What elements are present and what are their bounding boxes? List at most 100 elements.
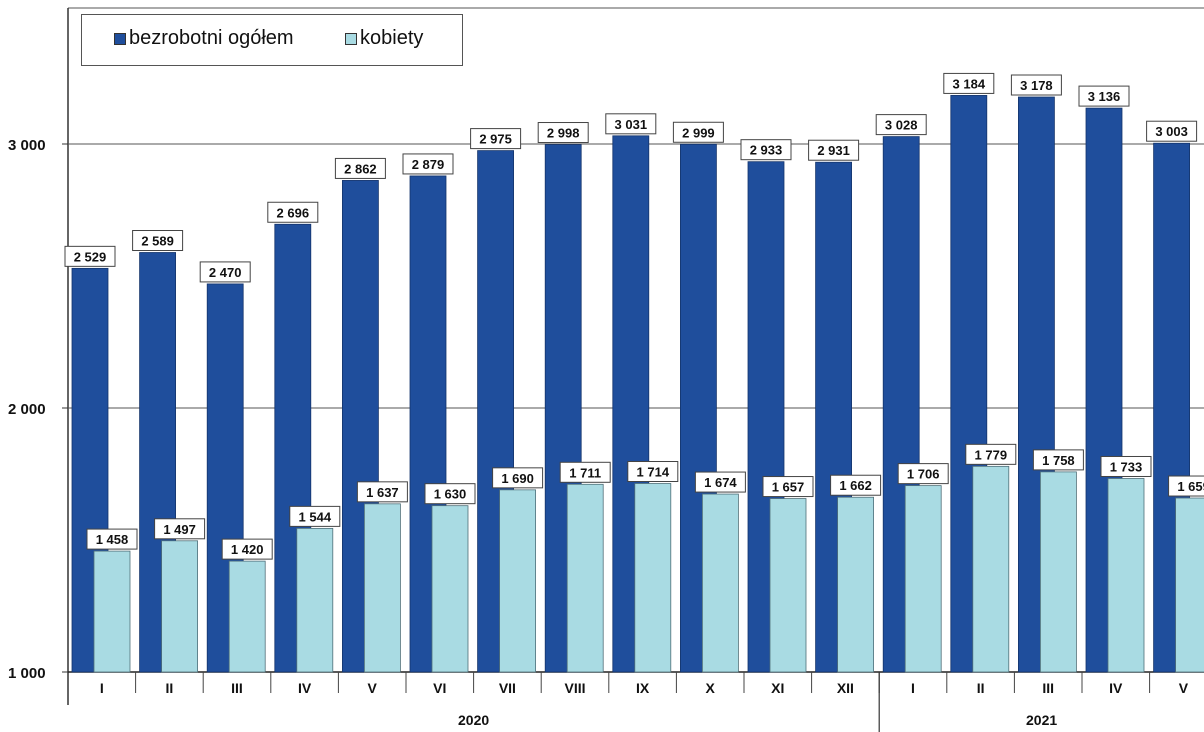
data-label-box-bezrobotni	[605, 113, 657, 135]
data-label-box-bezrobotni	[470, 128, 522, 150]
bar-bezrobotni	[139, 252, 177, 673]
x-tick-label: I	[100, 680, 104, 696]
x-tick-label: VII	[499, 680, 516, 696]
bar-kobiety	[93, 550, 131, 673]
data-label-kobiety: 1 690	[501, 471, 534, 486]
data-label-bezrobotni: 3 003	[1155, 124, 1188, 139]
bar-kobiety	[499, 489, 537, 673]
data-label-kobiety: 1 420	[231, 542, 264, 557]
data-label-box-bezrobotni	[132, 230, 184, 252]
data-label-box-kobiety	[86, 528, 138, 550]
chart-legend: bezrobotni ogółem kobiety	[81, 14, 463, 66]
data-label-kobiety: 1 458	[96, 532, 129, 547]
data-label-box-bezrobotni	[1078, 85, 1130, 107]
x-tick-label: V	[368, 680, 378, 696]
data-label-bezrobotni: 2 589	[141, 234, 174, 249]
data-label-box-kobiety	[762, 476, 814, 498]
bar-kobiety	[837, 496, 874, 673]
data-label-box-bezrobotni	[402, 153, 454, 175]
data-label-box-kobiety	[897, 463, 949, 485]
data-label-kobiety: 1 758	[1042, 453, 1075, 468]
data-label-bezrobotni: 2 933	[750, 143, 783, 158]
x-tick-label: VI	[433, 680, 446, 696]
data-label-bezrobotni: 2 998	[547, 126, 580, 141]
data-label-bezrobotni: 2 975	[479, 132, 512, 147]
legend-swatch-kobiety	[345, 32, 357, 45]
bar-bezrobotni	[409, 175, 447, 673]
data-label-bezrobotni: 3 184	[953, 76, 986, 91]
x-tick-label: VIII	[564, 680, 585, 696]
bar-kobiety	[702, 493, 739, 673]
legend-item-kobiety: kobiety	[345, 27, 423, 50]
data-label-kobiety: 1 779	[975, 447, 1008, 462]
data-label-box-kobiety	[154, 518, 206, 540]
data-label-box-bezrobotni	[672, 121, 724, 143]
data-label-box-bezrobotni	[537, 122, 589, 144]
x-tick-label: I	[911, 680, 915, 696]
data-label-bezrobotni: 2 529	[74, 249, 107, 264]
year-label: 2021	[1026, 712, 1057, 728]
data-label-bezrobotni: 3 136	[1088, 89, 1121, 104]
data-label-box-bezrobotni	[334, 157, 386, 179]
data-label-box-kobiety	[356, 481, 408, 503]
data-label-bezrobotni: 3 031	[615, 117, 648, 132]
data-label-box-bezrobotni	[267, 201, 319, 223]
data-label-kobiety: 1 714	[637, 465, 670, 480]
legend-swatch-bezrobotni	[114, 32, 126, 45]
bar-kobiety	[972, 465, 1010, 673]
data-label-bezrobotni: 2 879	[412, 157, 445, 172]
data-label-box-kobiety	[1168, 475, 1204, 497]
bar-kobiety	[296, 527, 334, 673]
data-label-bezrobotni: 2 696	[277, 205, 310, 220]
x-tick-label: IX	[636, 680, 650, 696]
data-label-kobiety: 1 706	[907, 467, 940, 482]
data-label-box-kobiety	[492, 467, 544, 489]
x-tick-label: II	[977, 680, 985, 696]
year-label: 2020	[458, 712, 489, 728]
legend-item-bezrobotni: bezrobotni ogółem	[114, 27, 294, 50]
x-tick-label: V	[1179, 680, 1189, 696]
data-label-kobiety: 1 497	[163, 522, 196, 537]
data-label-bezrobotni: 2 999	[682, 125, 715, 140]
data-label-box-kobiety	[830, 474, 882, 496]
data-label-kobiety: 1 657	[772, 480, 805, 495]
data-label-box-bezrobotni	[740, 139, 792, 161]
data-label-box-kobiety	[965, 443, 1017, 465]
data-label-box-kobiety	[1100, 455, 1152, 477]
x-tick-label: II	[166, 680, 174, 696]
y-tick-label: 1 000	[8, 665, 46, 682]
legend-label-bezrobotni: bezrobotni ogółem	[129, 27, 294, 49]
data-label-kobiety: 1 630	[434, 487, 467, 502]
bar-kobiety	[228, 560, 266, 673]
data-label-bezrobotni: 3 028	[885, 118, 918, 133]
bar-kobiety	[431, 505, 469, 673]
x-tick-label: III	[231, 680, 243, 696]
data-label-box-bezrobotni	[1146, 120, 1198, 142]
bar-kobiety	[1107, 478, 1145, 673]
bar-kobiety	[161, 540, 199, 673]
data-label-bezrobotni: 2 931	[817, 143, 850, 158]
bar-kobiety	[1040, 471, 1077, 673]
data-label-kobiety: 1 544	[299, 509, 332, 524]
data-label-box-bezrobotni	[64, 245, 116, 267]
data-label-kobiety: 1 659	[1177, 479, 1204, 494]
data-label-kobiety: 1 637	[366, 485, 399, 500]
x-tick-label: XII	[837, 680, 854, 696]
x-tick-label: XI	[771, 680, 784, 696]
data-label-kobiety: 1 662	[839, 478, 872, 493]
y-tick-label: 2 000	[8, 401, 46, 418]
data-label-box-kobiety	[424, 483, 476, 505]
x-tick-label: X	[706, 680, 716, 696]
legend-label-kobiety: kobiety	[360, 27, 424, 49]
data-label-box-kobiety	[1032, 449, 1084, 471]
data-label-box-bezrobotni	[1010, 74, 1062, 96]
bar-kobiety	[634, 483, 672, 673]
data-label-box-kobiety	[559, 461, 611, 483]
x-tick-label: III	[1042, 680, 1054, 696]
data-label-box-bezrobotni	[875, 114, 927, 136]
data-label-kobiety: 1 711	[569, 465, 601, 480]
bar-kobiety	[769, 498, 807, 673]
bar-kobiety	[1175, 497, 1204, 673]
y-tick-label: 3 000	[8, 137, 46, 154]
